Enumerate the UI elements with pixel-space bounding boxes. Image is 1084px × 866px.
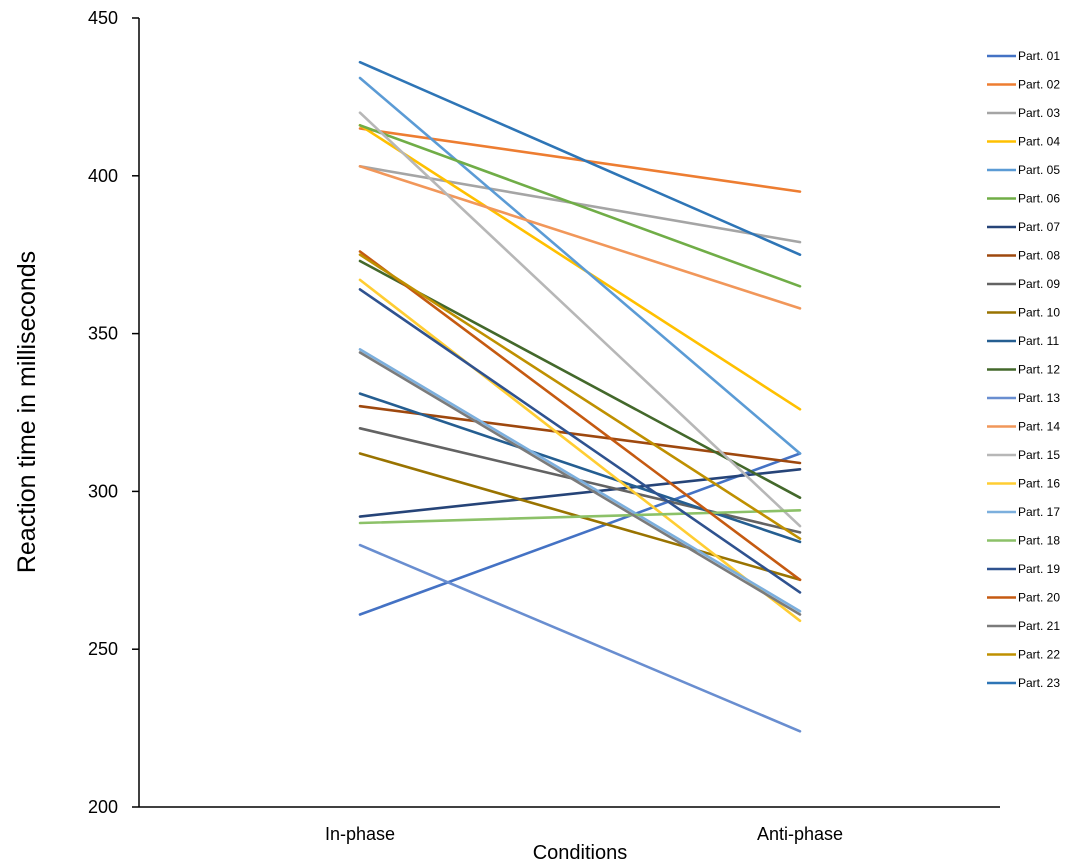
legend-label: Part. 02 <box>1018 78 1060 92</box>
series-line-part-07 <box>358 467 802 518</box>
series-line-part-03 <box>358 165 802 244</box>
y-axis-title: Reaction time in milliseconds <box>13 251 41 573</box>
x-tick-label-anti-phase: Anti-phase <box>757 824 843 844</box>
x-axis-title: Conditions <box>533 842 628 864</box>
series-line-part-23 <box>358 60 802 256</box>
legend-label: Part. 20 <box>1018 591 1060 605</box>
series-line-part-01 <box>358 452 802 616</box>
y-ticks: 200 250 300 350 400 450 <box>88 8 139 817</box>
series-line-part-02 <box>358 127 802 193</box>
series-line-part-22 <box>358 253 802 541</box>
series-line-part-14 <box>358 165 802 310</box>
series-line-part-08 <box>358 404 802 465</box>
legend-label: Part. 11 <box>1018 334 1059 348</box>
y-tick-label: 200 <box>88 797 118 817</box>
series-line-part-17 <box>358 348 802 613</box>
series-line-part-16 <box>358 278 802 623</box>
y-tick-label: 250 <box>88 639 118 659</box>
legend-label: Part. 16 <box>1018 477 1060 491</box>
legend-label: Part. 04 <box>1018 135 1060 149</box>
y-tick-label: 450 <box>88 8 118 28</box>
series-line-part-15 <box>358 111 802 528</box>
series-line-part-11 <box>358 392 802 544</box>
legend-label: Part. 18 <box>1018 534 1060 548</box>
series-line-part-20 <box>358 250 802 582</box>
x-tick-label-in-phase: In-phase <box>325 824 395 844</box>
legend-label: Part. 05 <box>1018 163 1060 177</box>
legend-label: Part. 22 <box>1018 648 1060 662</box>
legend-label: Part. 15 <box>1018 448 1060 462</box>
y-tick-label: 350 <box>88 324 118 344</box>
series-lines <box>358 60 802 733</box>
series-line-part-05 <box>358 76 802 455</box>
legend-label: Part. 21 <box>1018 619 1060 633</box>
legend-label: Part. 03 <box>1018 106 1060 120</box>
legend-label: Part. 19 <box>1018 562 1060 576</box>
y-tick-label: 300 <box>88 481 118 501</box>
series-line-part-18 <box>358 508 802 525</box>
legend-label: Part. 06 <box>1018 192 1060 206</box>
series-line-part-19 <box>358 288 802 594</box>
legend-label: Part. 10 <box>1018 306 1060 320</box>
legend-label: Part. 07 <box>1018 220 1060 234</box>
legend-label: Part. 13 <box>1018 391 1060 405</box>
legend-label: Part. 01 <box>1018 49 1060 63</box>
legend-label: Part. 12 <box>1018 363 1060 377</box>
legend-label: Part. 09 <box>1018 277 1060 291</box>
x-ticks: In-phase Anti-phase <box>325 824 843 844</box>
legend-label: Part. 08 <box>1018 249 1060 263</box>
y-tick-label: 400 <box>88 166 118 186</box>
legend-label: Part. 23 <box>1018 676 1060 690</box>
axes <box>138 18 1000 808</box>
legend-label: Part. 17 <box>1018 505 1060 519</box>
series-line-part-13 <box>358 543 802 733</box>
legend-label: Part. 14 <box>1018 420 1060 434</box>
series-line-part-06 <box>358 124 802 288</box>
legend: Part. 01 Part. 02 Part. 03 Part. 04 Part. 05… <box>987 49 1060 690</box>
series-line-part-21 <box>358 351 802 616</box>
